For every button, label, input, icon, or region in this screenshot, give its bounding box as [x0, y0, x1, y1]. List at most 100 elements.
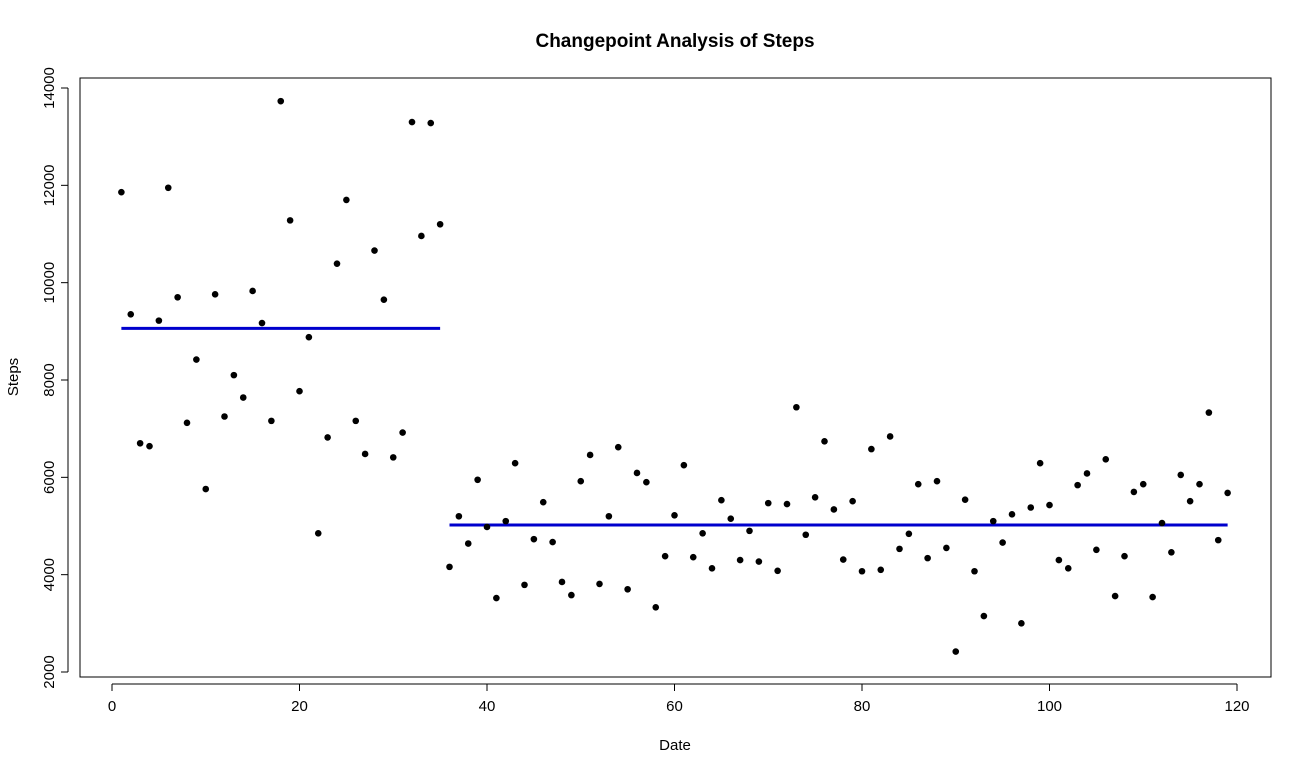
data-point [802, 531, 810, 539]
data-point [680, 461, 688, 469]
data-point [811, 493, 819, 501]
data-point [483, 523, 491, 531]
data-point [305, 333, 313, 341]
changepoint-segments [121, 326, 1228, 527]
data-point [539, 498, 547, 506]
data-point [389, 454, 397, 461]
y-tick-label: 12000 [41, 164, 58, 206]
y-axis-label: Steps [5, 358, 22, 396]
data-point [1168, 548, 1175, 556]
data-point [333, 260, 341, 267]
data-point [1177, 471, 1185, 479]
data-point [877, 566, 885, 574]
y-tick-label: 6000 [41, 461, 58, 494]
data-point [971, 567, 978, 575]
data-point [924, 554, 931, 562]
data-point [755, 558, 763, 565]
data-point [699, 530, 706, 537]
data-point [1093, 546, 1100, 554]
data-point [521, 581, 528, 589]
data-point [474, 476, 481, 484]
data-point [399, 429, 406, 436]
data-point [230, 371, 238, 379]
data-point [624, 585, 631, 593]
data-point [961, 496, 969, 504]
data-point [774, 567, 781, 575]
data-point [943, 544, 950, 552]
data-point [577, 477, 585, 485]
data-point [174, 293, 181, 301]
data-point [568, 591, 575, 599]
data-point [202, 485, 210, 493]
x-axis: 0 20 40 60 80 100 120 [108, 683, 1250, 715]
data-point [671, 511, 678, 519]
data-point [1027, 504, 1035, 511]
data-point [643, 478, 650, 486]
y-axis: 2000 4000 6000 8000 10000 12000 14000 [41, 67, 69, 689]
data-points [118, 97, 1231, 655]
data-point [933, 477, 941, 485]
x-tick-label: 100 [1037, 698, 1062, 715]
data-point [455, 512, 463, 520]
data-point [1102, 456, 1110, 463]
data-point [914, 480, 922, 488]
data-point [361, 450, 369, 458]
data-point [296, 387, 303, 395]
data-point [371, 247, 378, 254]
data-point [1149, 593, 1156, 601]
data-point [1121, 552, 1128, 560]
data-point [427, 119, 435, 127]
data-point [905, 530, 913, 538]
data-point [136, 439, 144, 447]
data-point [1064, 565, 1072, 572]
data-point [530, 535, 538, 543]
data-point [633, 469, 641, 477]
x-tick-label: 80 [854, 698, 871, 715]
data-point [886, 433, 894, 440]
data-point [268, 417, 275, 425]
data-point [446, 563, 453, 571]
data-point [718, 496, 725, 504]
data-point [614, 443, 622, 451]
data-point [868, 445, 875, 453]
data-point [146, 442, 153, 450]
y-tick-label: 14000 [41, 67, 58, 109]
data-point [999, 539, 1006, 546]
data-point [727, 515, 735, 522]
data-point [783, 500, 791, 508]
data-point [736, 556, 744, 564]
data-point [1018, 620, 1025, 627]
data-point [502, 517, 510, 525]
data-point [1074, 481, 1081, 489]
data-point [249, 287, 256, 295]
x-tick-label: 120 [1224, 698, 1249, 715]
data-point [408, 118, 416, 126]
data-point [1186, 497, 1194, 505]
data-point [952, 648, 960, 655]
data-point [849, 497, 856, 505]
data-point [324, 434, 331, 441]
data-point [1158, 519, 1166, 527]
data-point [343, 196, 350, 204]
data-point [793, 403, 800, 411]
data-point [549, 538, 556, 546]
data-point [1008, 511, 1016, 518]
y-tick-label: 8000 [41, 363, 58, 396]
data-point [1214, 536, 1222, 544]
data-point [1111, 592, 1119, 600]
data-point [211, 291, 219, 298]
data-point [193, 356, 200, 363]
data-point [821, 438, 828, 445]
data-point [830, 506, 838, 513]
data-point [155, 317, 163, 324]
data-point [1055, 556, 1063, 564]
data-point [380, 296, 388, 304]
data-point [652, 603, 660, 611]
data-point [118, 188, 125, 196]
data-point [436, 220, 444, 228]
data-point [286, 217, 294, 224]
data-point [418, 232, 425, 240]
data-point [511, 459, 519, 467]
data-point [1083, 470, 1091, 477]
